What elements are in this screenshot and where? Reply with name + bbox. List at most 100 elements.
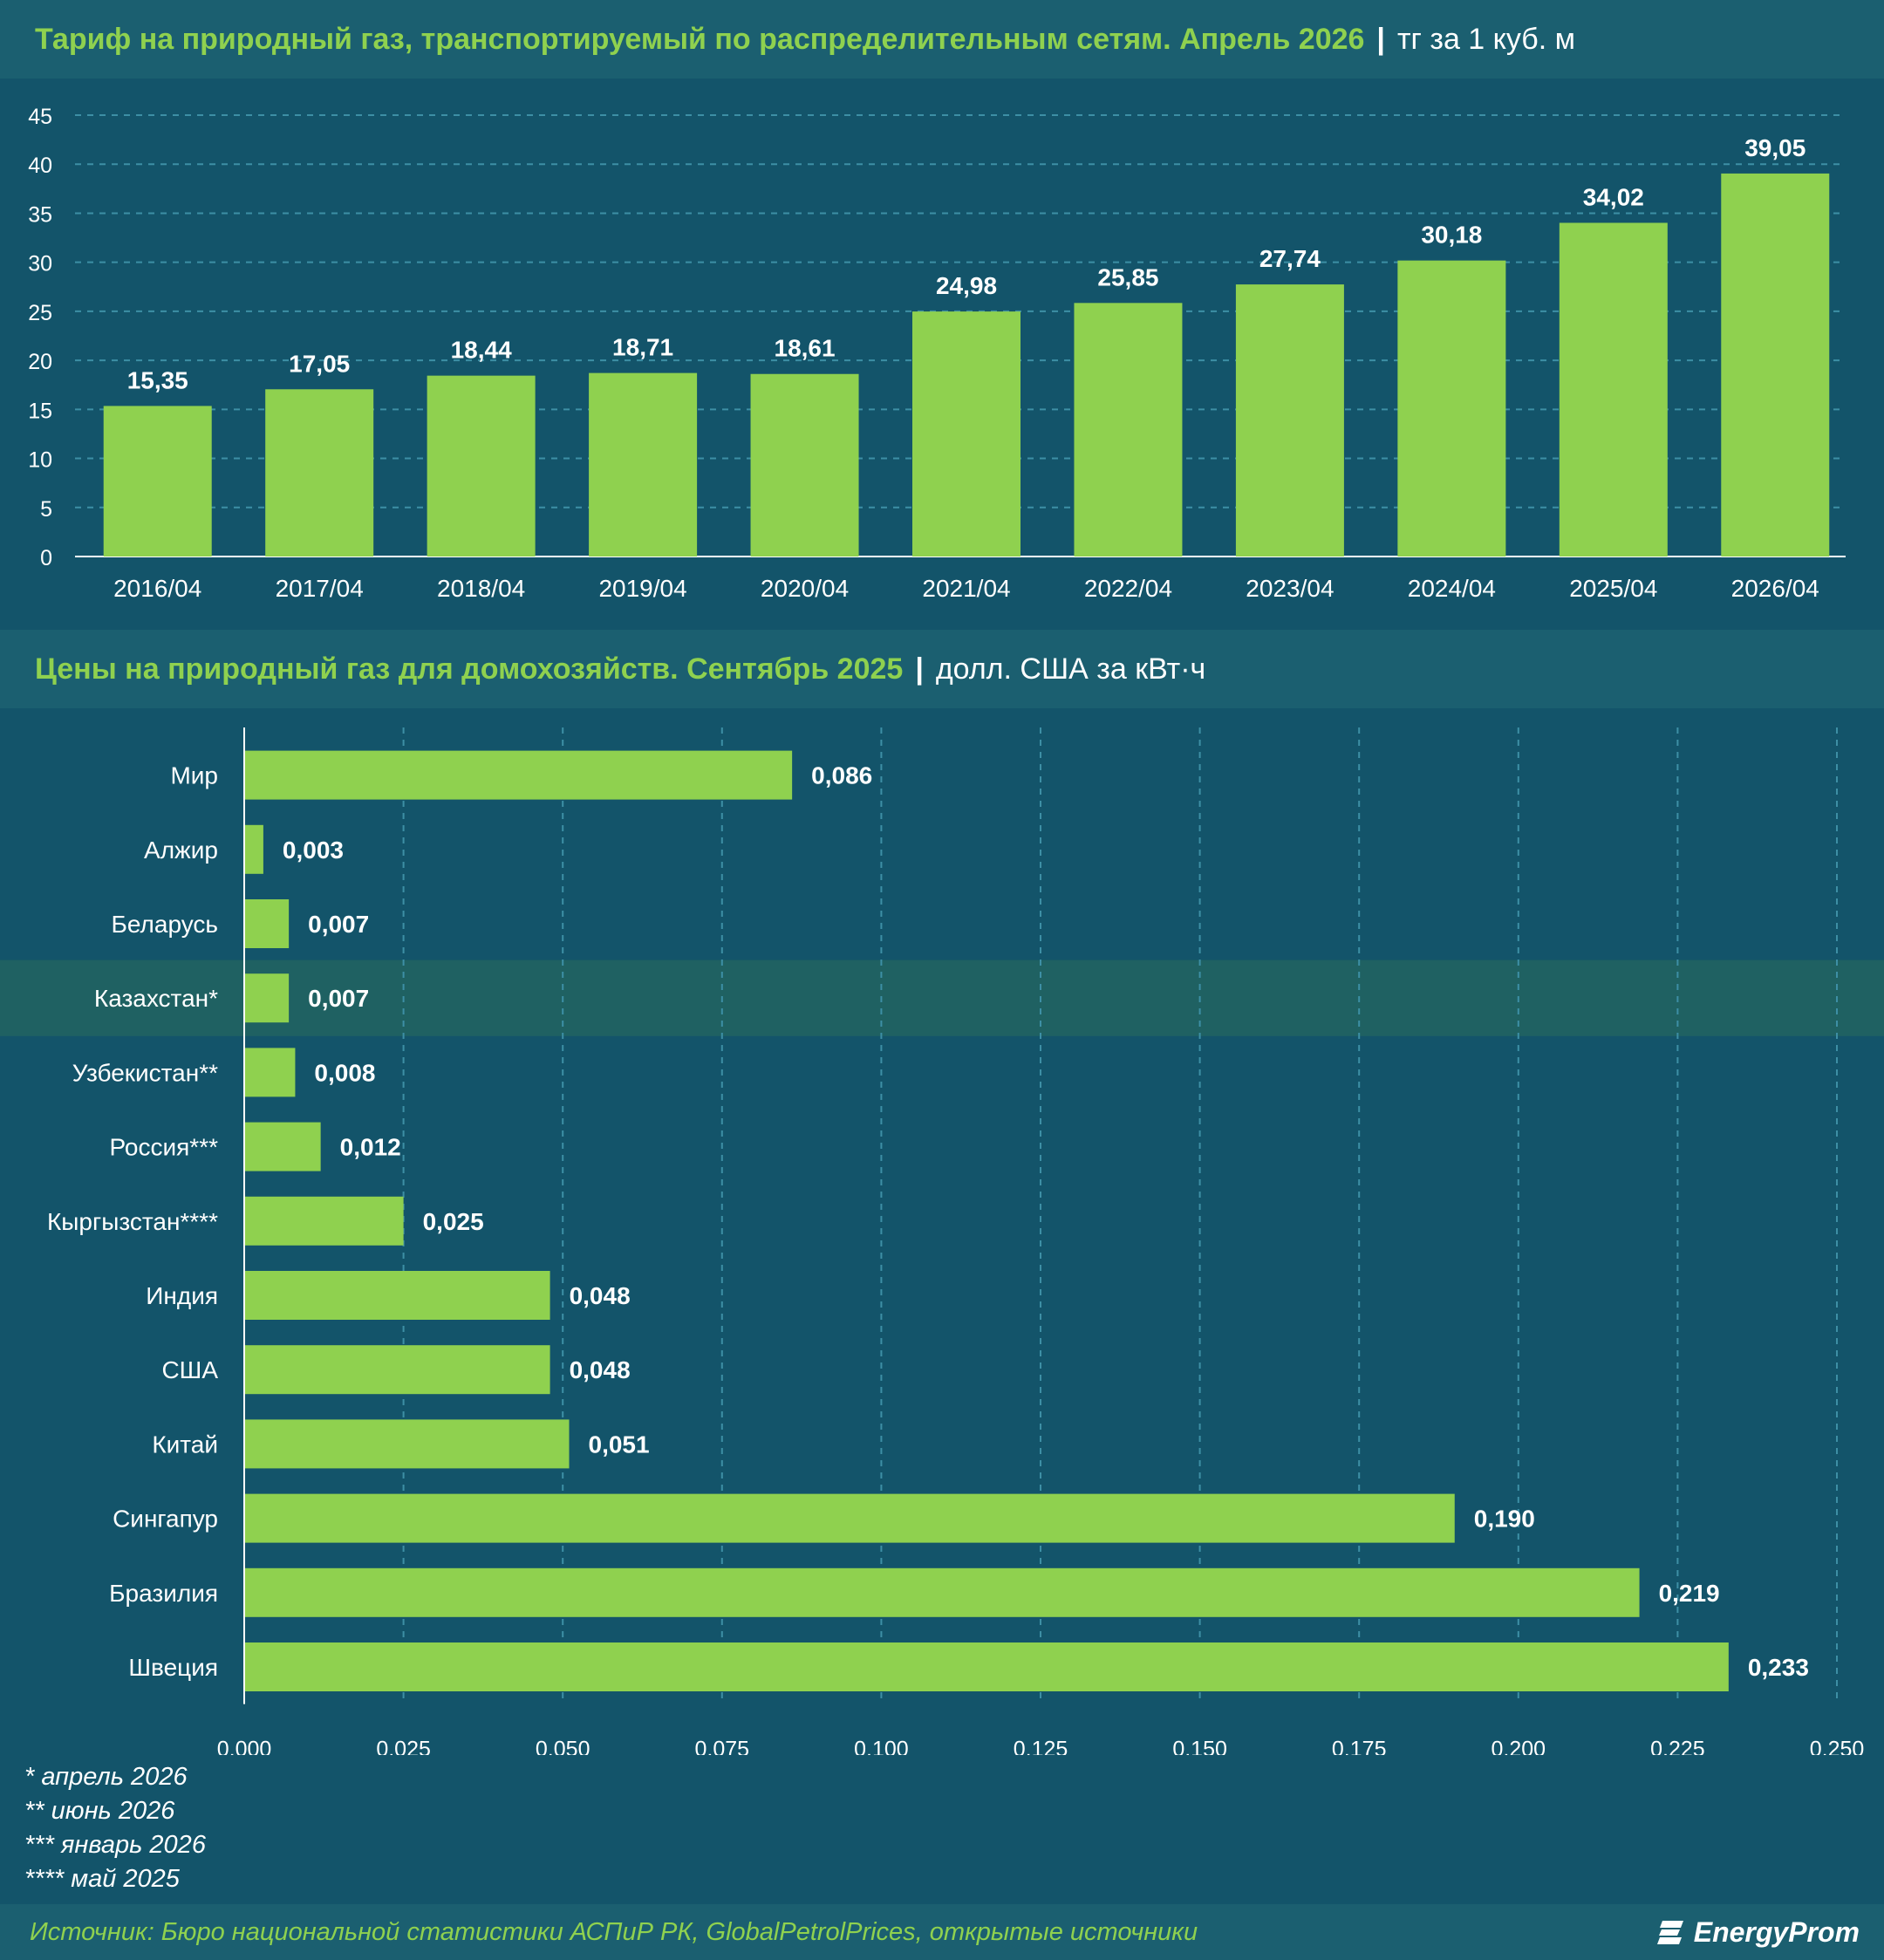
x-tick-label: 2022/04: [1084, 575, 1172, 602]
tariff-bar-chart: 0 5 10 15 20 25 30 35 40 45 15,35 2016/04 17,05 2017/…: [28, 105, 1846, 602]
category-label: Россия***: [109, 1134, 218, 1161]
bar-value-label: 0,007: [308, 985, 369, 1012]
category-label: США: [161, 1356, 218, 1383]
chart1-title-bar: Тариф на природный газ, транспортируемый…: [0, 0, 1884, 79]
bar-value-label: 0,233: [1748, 1654, 1809, 1681]
footnote: * апрель 2026: [24, 1763, 188, 1791]
bar: [245, 973, 290, 1023]
bar: [245, 1048, 296, 1097]
bar-value-label: 15,35: [127, 366, 188, 393]
bar-value-label: 18,61: [775, 335, 836, 362]
y-tick-label: 0: [40, 546, 52, 570]
bar-value-label: 39,05: [1744, 134, 1806, 161]
y-tick-label: 30: [28, 252, 52, 277]
bar: [245, 750, 793, 800]
bar-value-label: 17,05: [289, 350, 350, 377]
x-tick-label: 2025/04: [1569, 575, 1657, 602]
bar: [1559, 222, 1668, 557]
bar-value-label: 0,048: [570, 1282, 631, 1309]
bar: [245, 1567, 1640, 1617]
category-label: Бразилия: [109, 1580, 218, 1607]
prices-horizontal-bar-chart: 0,000 0,025 0,050 0,075 0,100 0,125 0,150 0,175…: [0, 727, 1884, 1755]
source-text: Источник: Бюро национальной статистики А…: [30, 1917, 1198, 1946]
x-tick-label: 0,075: [695, 1738, 750, 1755]
bar-value-label: 0,003: [283, 837, 344, 864]
bar: [1235, 284, 1344, 557]
y-tick-label: 20: [28, 350, 52, 374]
bar: [427, 375, 536, 557]
bar-value-label: 0,025: [423, 1208, 484, 1235]
y-tick-label: 40: [28, 154, 52, 178]
y-tick-label: 45: [28, 105, 52, 129]
category-label: Мир: [170, 762, 218, 789]
x-tick-label: 0,000: [217, 1738, 272, 1755]
footnote: ** июнь 2026: [24, 1797, 175, 1825]
category-label: Кыргызстан****: [47, 1208, 218, 1235]
brand-logo: EnergyProm: [1656, 1916, 1860, 1949]
x-tick-label: 0,025: [376, 1738, 431, 1755]
bar: [245, 1345, 550, 1395]
x-tick-label: 0,100: [854, 1738, 909, 1755]
bar: [245, 824, 263, 874]
bar-value-label: 0,219: [1659, 1580, 1720, 1607]
x-tick-label: 0,150: [1172, 1738, 1227, 1755]
bar-value-label: 34,02: [1583, 183, 1644, 210]
bar-value-label: 24,98: [936, 272, 997, 299]
chart1-title: Тариф на природный газ, транспортируемый…: [35, 22, 1365, 56]
bar: [245, 1196, 404, 1246]
x-tick-label: 2019/04: [598, 575, 686, 602]
bar-value-label: 0,086: [811, 762, 872, 789]
bar-value-label: 0,007: [308, 911, 369, 938]
footnotes: * апрель 2026 ** июнь 2026 *** январь 20…: [24, 1760, 206, 1896]
bar-value-label: 0,008: [314, 1059, 375, 1086]
x-tick-label: 0,250: [1810, 1738, 1865, 1755]
brand-name: EnergyProm: [1693, 1916, 1860, 1948]
x-tick-label: 2020/04: [761, 575, 849, 602]
bar-value-label: 18,71: [612, 334, 673, 361]
category-label: Швеция: [128, 1654, 218, 1681]
chart1-unit: тг за 1 куб. м: [1396, 22, 1576, 56]
y-tick-label: 15: [28, 399, 52, 423]
y-tick-label: 35: [28, 202, 52, 227]
bar: [589, 372, 698, 557]
bar: [245, 1493, 1455, 1543]
highlight-row: [0, 960, 1884, 1036]
bar-value-label: 0,012: [340, 1134, 401, 1161]
bar: [1397, 260, 1506, 557]
title-separator: |: [915, 652, 924, 686]
bar: [912, 311, 1020, 557]
bar-value-label: 25,85: [1097, 263, 1158, 290]
footnote: **** май 2025: [24, 1865, 180, 1893]
x-tick-label: 2021/04: [922, 575, 1010, 602]
bar: [265, 389, 374, 557]
bar-value-label: 0,048: [570, 1356, 631, 1383]
bar: [103, 406, 212, 557]
bar-value-label: 27,74: [1259, 245, 1321, 272]
category-label: Сингапур: [113, 1506, 218, 1533]
bar: [750, 373, 859, 557]
category-label: Индия: [146, 1282, 218, 1309]
chart2-unit: долл. США за кВт·ч: [935, 652, 1206, 686]
footnote: *** январь 2026: [24, 1831, 206, 1859]
category-label: Узбекистан**: [72, 1059, 218, 1086]
chart2-title-bar: Цены на природный газ для домохозяйств. …: [0, 630, 1884, 708]
x-tick-label: 2016/04: [113, 575, 201, 602]
x-tick-label: 0,125: [1014, 1738, 1068, 1755]
bar: [1074, 303, 1183, 557]
x-tick-label: 2018/04: [437, 575, 525, 602]
x-tick-label: 2024/04: [1408, 575, 1496, 602]
x-tick-label: 2023/04: [1246, 575, 1334, 602]
bar: [245, 1122, 321, 1171]
bar: [245, 1642, 1729, 1691]
category-label: Китай: [152, 1431, 218, 1458]
x-tick-label: 0,175: [1332, 1738, 1387, 1755]
bar-value-label: 30,18: [1421, 222, 1482, 249]
category-label: Беларусь: [112, 911, 218, 938]
x-tick-label: 0,225: [1650, 1738, 1705, 1755]
bar-value-label: 0,190: [1474, 1506, 1535, 1533]
x-tick-label: 0,050: [536, 1738, 590, 1755]
chart2-title: Цены на природный газ для домохозяйств. …: [35, 652, 904, 686]
bar: [245, 1271, 550, 1320]
x-tick-label: 2017/04: [276, 575, 364, 602]
energyprom-logo-icon: [1656, 1921, 1683, 1944]
